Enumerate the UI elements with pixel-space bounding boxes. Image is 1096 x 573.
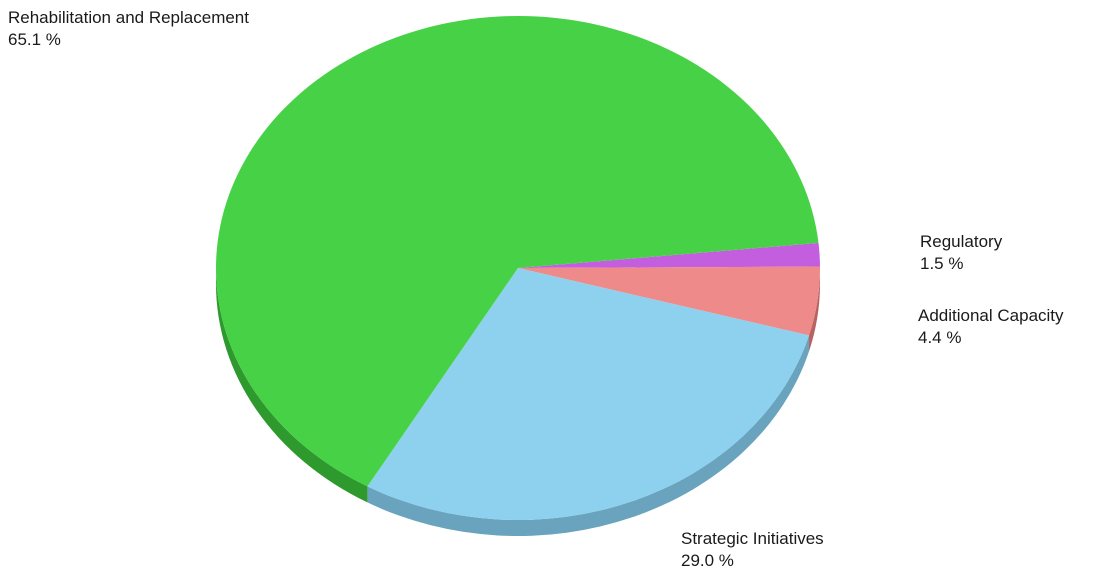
slice-value: 4.4 % [918, 328, 962, 347]
slice-side-strategic-initiatives [367, 335, 810, 536]
slice-additional-capacity [518, 266, 820, 336]
slice-name: Strategic Initiatives [681, 529, 824, 548]
slice-side-additional-capacity [809, 268, 821, 352]
slice-name: Additional Capacity [918, 306, 1064, 325]
slice-value: 65.1 % [8, 30, 61, 49]
label-regulatory: Regulatory 1.5 % [920, 231, 1002, 275]
slice-strategic-initiatives [367, 268, 810, 520]
slice-name: Rehabilitation and Replacement [8, 8, 249, 27]
label-rehabilitation-and-replacement: Rehabilitation and Replacement 65.1 % [8, 7, 249, 51]
slice-rehabilitation-and-replacement [215, 16, 819, 487]
label-strategic-initiatives: Strategic Initiatives 29.0 % [681, 528, 824, 572]
slice-value: 29.0 % [681, 551, 734, 570]
slice-name: Regulatory [920, 232, 1003, 251]
pie-sides [216, 268, 821, 536]
slice-value: 1.5 % [920, 254, 964, 273]
pie-slices [215, 16, 820, 520]
slice-side-rehabilitation-and-replacement [216, 268, 368, 503]
slice-regulatory [518, 242, 820, 268]
label-additional-capacity: Additional Capacity 4.4 % [918, 305, 1064, 349]
